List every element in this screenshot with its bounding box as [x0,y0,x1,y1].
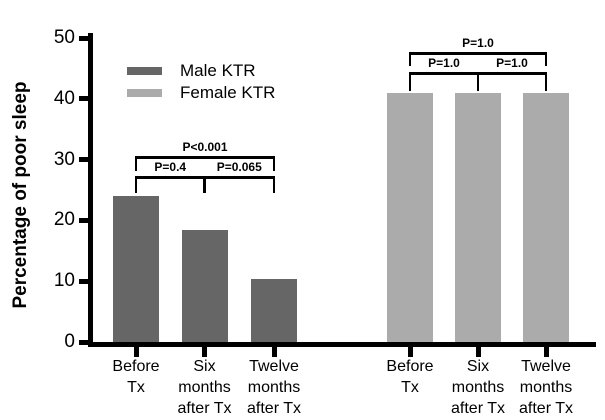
legend-label-male-ktr: Male KTR [180,61,256,80]
significance-bracket-line [134,176,206,179]
p-value-label: P=0.4 [154,160,187,174]
p-value-label: P=0.065 [216,160,262,174]
x-axis-category-label-line: Twelve [249,358,299,375]
x-axis-category-label-line: after Tx [451,400,505,417]
x-axis-category-label-line: months [519,379,573,396]
y-axis-tick [79,339,88,345]
bar-male-ktr-0 [113,196,159,342]
legend-swatch-female-ktr [127,89,162,97]
significance-bracket-tick [408,72,412,91]
y-axis-tick-label: 50 [53,27,75,48]
p-value-label: P=1.0 [496,56,528,70]
significance-bracket-tick [134,156,138,171]
legend-swatch-male-ktr [127,67,162,75]
x-axis-category-label-line: Before [112,358,160,375]
bar-female-ktr-1 [455,92,501,342]
significance-bracket-line [134,156,276,159]
x-axis-category-label-line: Tx [127,379,145,396]
x-axis-category-label-line: Six [466,358,490,375]
x-axis-tick [271,346,277,357]
x-axis-category-label: Twelve months after Tx [226,356,322,419]
significance-bracket-line [476,72,548,75]
significance-bracket-tick [408,52,412,66]
y-axis-line [88,33,93,347]
x-axis-category-label-line: months [451,379,505,396]
significance-bracket-tick [476,72,480,91]
x-axis-category-label-line: Twelve [521,358,571,375]
significance-bracket-line [408,72,480,75]
y-axis-tick-label: 30 [53,148,75,170]
significance-bracket-tick [203,176,206,193]
x-axis-category-label: Before Tx [362,356,458,398]
significance-bracket-line [408,52,548,55]
x-axis-tick [133,346,139,357]
x-axis-category-label-line: months [247,379,301,396]
y-axis-tick [79,35,88,41]
y-axis-tick [79,96,88,102]
y-axis-tick-label: 20 [53,209,75,231]
bar-male-ktr-2 [251,279,297,342]
significance-bracket-tick [272,176,276,193]
p-value-label: P<0.001 [182,140,228,154]
p-value-label: P=1.0 [462,36,494,50]
x-axis-category-label-line: months [178,379,231,396]
p-value-label: P=1.0 [428,56,460,70]
significance-bracket-tick [544,72,548,91]
y-axis-tick-label: 10 [53,270,75,292]
y-axis-tick [79,217,88,223]
x-axis-category-label-line: after Tx [247,400,301,417]
x-axis-tick [407,346,413,357]
x-axis-tick [202,346,207,357]
x-axis-tick [475,346,481,357]
x-axis-category-label: Before Tx [88,356,184,398]
x-axis-category-label-line: Before [386,358,434,375]
x-axis-category-label-line: after Tx [177,400,232,417]
x-axis-line [88,341,596,347]
bar-male-ktr-1 [181,229,228,342]
x-axis-category-label-line: after Tx [519,400,573,417]
bar-female-ktr-0 [387,92,433,342]
y-axis-tick [79,278,88,284]
significance-bracket-tick [544,52,548,66]
bar-female-ktr-2 [523,92,569,342]
x-axis-category-label-line: Six [193,358,216,375]
x-axis-category-label: Six months after Tx [157,356,253,419]
x-axis-category-label: Twelve months after Tx [498,356,594,419]
significance-bracket-line [203,176,276,179]
x-axis-tick [543,346,549,357]
x-axis-category-label: Six months after Tx [430,356,526,419]
y-axis-tick-label: 40 [53,87,75,109]
significance-bracket-tick [272,156,276,171]
y-axis-tick [79,157,88,163]
y-axis-tick-label: 0 [64,331,75,352]
legend-label-female-ktr: Female KTR [180,83,276,102]
x-axis-category-label-line: Tx [401,379,419,396]
significance-bracket-tick [134,176,138,193]
